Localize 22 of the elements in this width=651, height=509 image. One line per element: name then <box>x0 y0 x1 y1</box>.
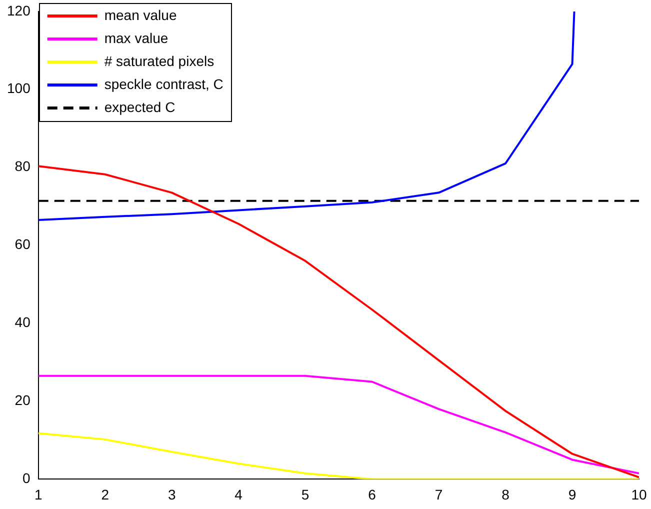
x-tick-label: 8 <box>502 486 510 502</box>
y-tick-label: 20 <box>14 392 31 408</box>
y-tick-label: 0 <box>22 470 31 486</box>
legend-label: # saturated pixels <box>104 52 214 69</box>
x-tick-label: 7 <box>434 486 443 502</box>
legend-label: max value <box>104 30 168 46</box>
legend-label: mean value <box>104 6 177 23</box>
x-tick-label: 5 <box>301 486 310 502</box>
legend-label: speckle contrast, C <box>104 76 224 92</box>
y-tick-label: 40 <box>14 314 31 330</box>
legend-label: expected C <box>104 98 176 115</box>
y-tick-label: 60 <box>14 236 31 252</box>
x-tick-label: 1 <box>34 486 42 502</box>
x-tick-label: 3 <box>168 486 176 502</box>
x-tick-label: 2 <box>101 486 110 502</box>
y-tick-label: 100 <box>7 80 31 96</box>
x-tick-label: 9 <box>568 486 576 502</box>
y-tick-label: 80 <box>14 158 31 174</box>
x-tick-label: 4 <box>234 486 243 502</box>
x-tick-label: 6 <box>368 486 376 502</box>
x-tick-label: 10 <box>631 486 647 502</box>
y-tick-label: 120 <box>7 2 31 18</box>
